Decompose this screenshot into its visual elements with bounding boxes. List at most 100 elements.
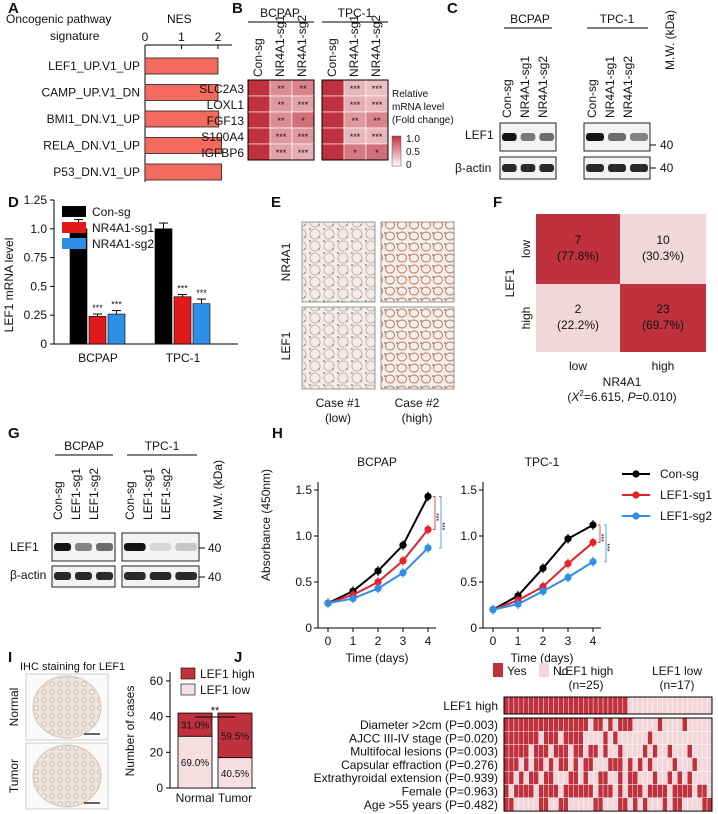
panel-b-cell-significance: ** (277, 116, 285, 126)
panel-j-cell (612, 731, 619, 745)
panel-g-band-lef1 (54, 543, 71, 551)
panel-j-cell (533, 797, 539, 812)
panel-g-band-actin (149, 572, 172, 580)
panel-j-cell (523, 797, 529, 812)
panel-h-xtick-label: 2 (540, 634, 547, 648)
panel-f-count: 2 (575, 302, 582, 316)
panel-j-cell (548, 784, 554, 799)
panel-j-cell (543, 731, 549, 745)
panel-j-cell (687, 717, 693, 732)
panel-h-point (589, 521, 597, 529)
panel-a-category-label: P53_DN.V1_UP (53, 165, 140, 179)
panel-j-cell (637, 717, 643, 732)
panel-d-legend-swatch (62, 222, 86, 233)
panel-j-cell (573, 717, 579, 732)
panel-j-row-label: Capsular effraction (P=0.276) (341, 758, 498, 772)
panel-f-cell-low-high (620, 214, 706, 284)
panel-i-bar-high (177, 712, 213, 737)
panel-j-cell (662, 784, 668, 799)
panel-j-row-label: Diameter >2cm (P=0.003) (360, 718, 498, 732)
panel-j-cell (652, 784, 658, 799)
panel-b-legend-title: (Fold change) (392, 115, 454, 126)
panel-h-point (374, 567, 382, 575)
panel-h-xtick-label: 2 (375, 634, 382, 648)
panel-j-cell (538, 757, 544, 772)
panel-j-cell (508, 717, 515, 732)
panel-j-cell (647, 757, 653, 772)
panel-b-legend-title: Relative (392, 89, 429, 100)
panel-j-cell (597, 717, 604, 732)
panel-g-band-actin (54, 572, 71, 580)
panel-j-cell (587, 731, 594, 745)
panel-j-cell (647, 744, 653, 759)
panel-j-cell (701, 771, 708, 785)
panel-h-legend-marker (632, 470, 640, 478)
panel-j-cell (701, 731, 708, 745)
panel-j-cell (583, 744, 589, 759)
panel-letter-a: A (8, 0, 19, 17)
panel-j-cell (587, 757, 594, 772)
panel-j-cell (583, 771, 589, 785)
panel-b-column-label: Con-sg (251, 38, 265, 77)
panel-h-xtick-label: 3 (565, 634, 572, 648)
panel-j-cell (657, 797, 663, 812)
panel-j-top-cell (622, 696, 629, 715)
panel-j-cell (617, 744, 624, 759)
panel-j-cell (513, 744, 520, 759)
panel-j-cell (573, 797, 579, 812)
panel-j-cell (602, 731, 609, 745)
panel-j-cell (548, 731, 554, 745)
panel-j-cell (612, 717, 619, 732)
panel-j-cell (617, 771, 624, 785)
panel-f-cell-high-high (620, 284, 706, 352)
panel-j-cell (617, 731, 624, 745)
panel-j-top-cell (587, 696, 594, 715)
panel-j-cell (607, 797, 614, 812)
panel-j-cell (632, 717, 638, 732)
panel-d-bar (192, 303, 211, 345)
panel-j-cell (573, 784, 579, 799)
panel-j-legend-swatch-yes (493, 663, 503, 677)
panel-h-legend-label: LEF1-sg1 (660, 488, 712, 502)
panel-j-cell (622, 717, 629, 732)
panel-j-cell (578, 744, 584, 759)
panel-h-point (424, 492, 432, 501)
panel-j-cell (523, 771, 529, 785)
panel-j-group-high: LEF1 high (559, 664, 614, 678)
panel-j-cell (592, 771, 599, 785)
panel-j-cell (662, 744, 668, 759)
panel-j-cell (667, 731, 673, 745)
panel-f-percent: (30.3%) (642, 249, 684, 263)
panel-b-gene-label: IGFBP6 (201, 146, 244, 160)
panel-j-cell (558, 771, 564, 785)
panel-j-group-low: LEF1 low (652, 664, 702, 678)
panel-j-top-cell (553, 696, 559, 715)
panel-i-ylabel: Number of cases (123, 686, 137, 777)
panel-j-cell (592, 757, 599, 772)
panel-g-mw-2: 40 (208, 570, 222, 584)
panel-j-cell (617, 717, 624, 732)
panel-j-cell (706, 717, 713, 732)
panel-h-point (374, 578, 382, 586)
panel-j-cell (597, 784, 604, 799)
panel-b-gene-label: FGF13 (207, 114, 245, 128)
panel-h-xtick-label: 4 (425, 634, 432, 648)
panel-j-top-cell (682, 696, 688, 715)
panel-d-category-label: TPC-1 (166, 351, 201, 365)
panel-h-point (564, 573, 572, 582)
panel-j-cell (503, 797, 510, 812)
panel-j-cell (622, 784, 629, 799)
panel-j-cell (696, 797, 703, 812)
panel-a-category-label: CAMP_UP.V1_DN (42, 86, 140, 100)
panel-j-cell (587, 717, 594, 732)
panel-e-sub-case1: (low) (325, 411, 351, 425)
panel-j-top-cell (677, 696, 683, 715)
panel-j-group-low-n: (n=17) (659, 678, 694, 692)
panel-j-top-cell (508, 696, 515, 715)
panel-i-bar-label: 59.5% (221, 731, 249, 742)
panel-i-bar-label: 31.0% (181, 721, 209, 732)
panel-j-cell (617, 757, 624, 772)
blot-column-label: NR4A1-sg1 (518, 56, 532, 118)
panel-c-band-actin (586, 164, 604, 172)
panel-j-cell (696, 717, 703, 732)
